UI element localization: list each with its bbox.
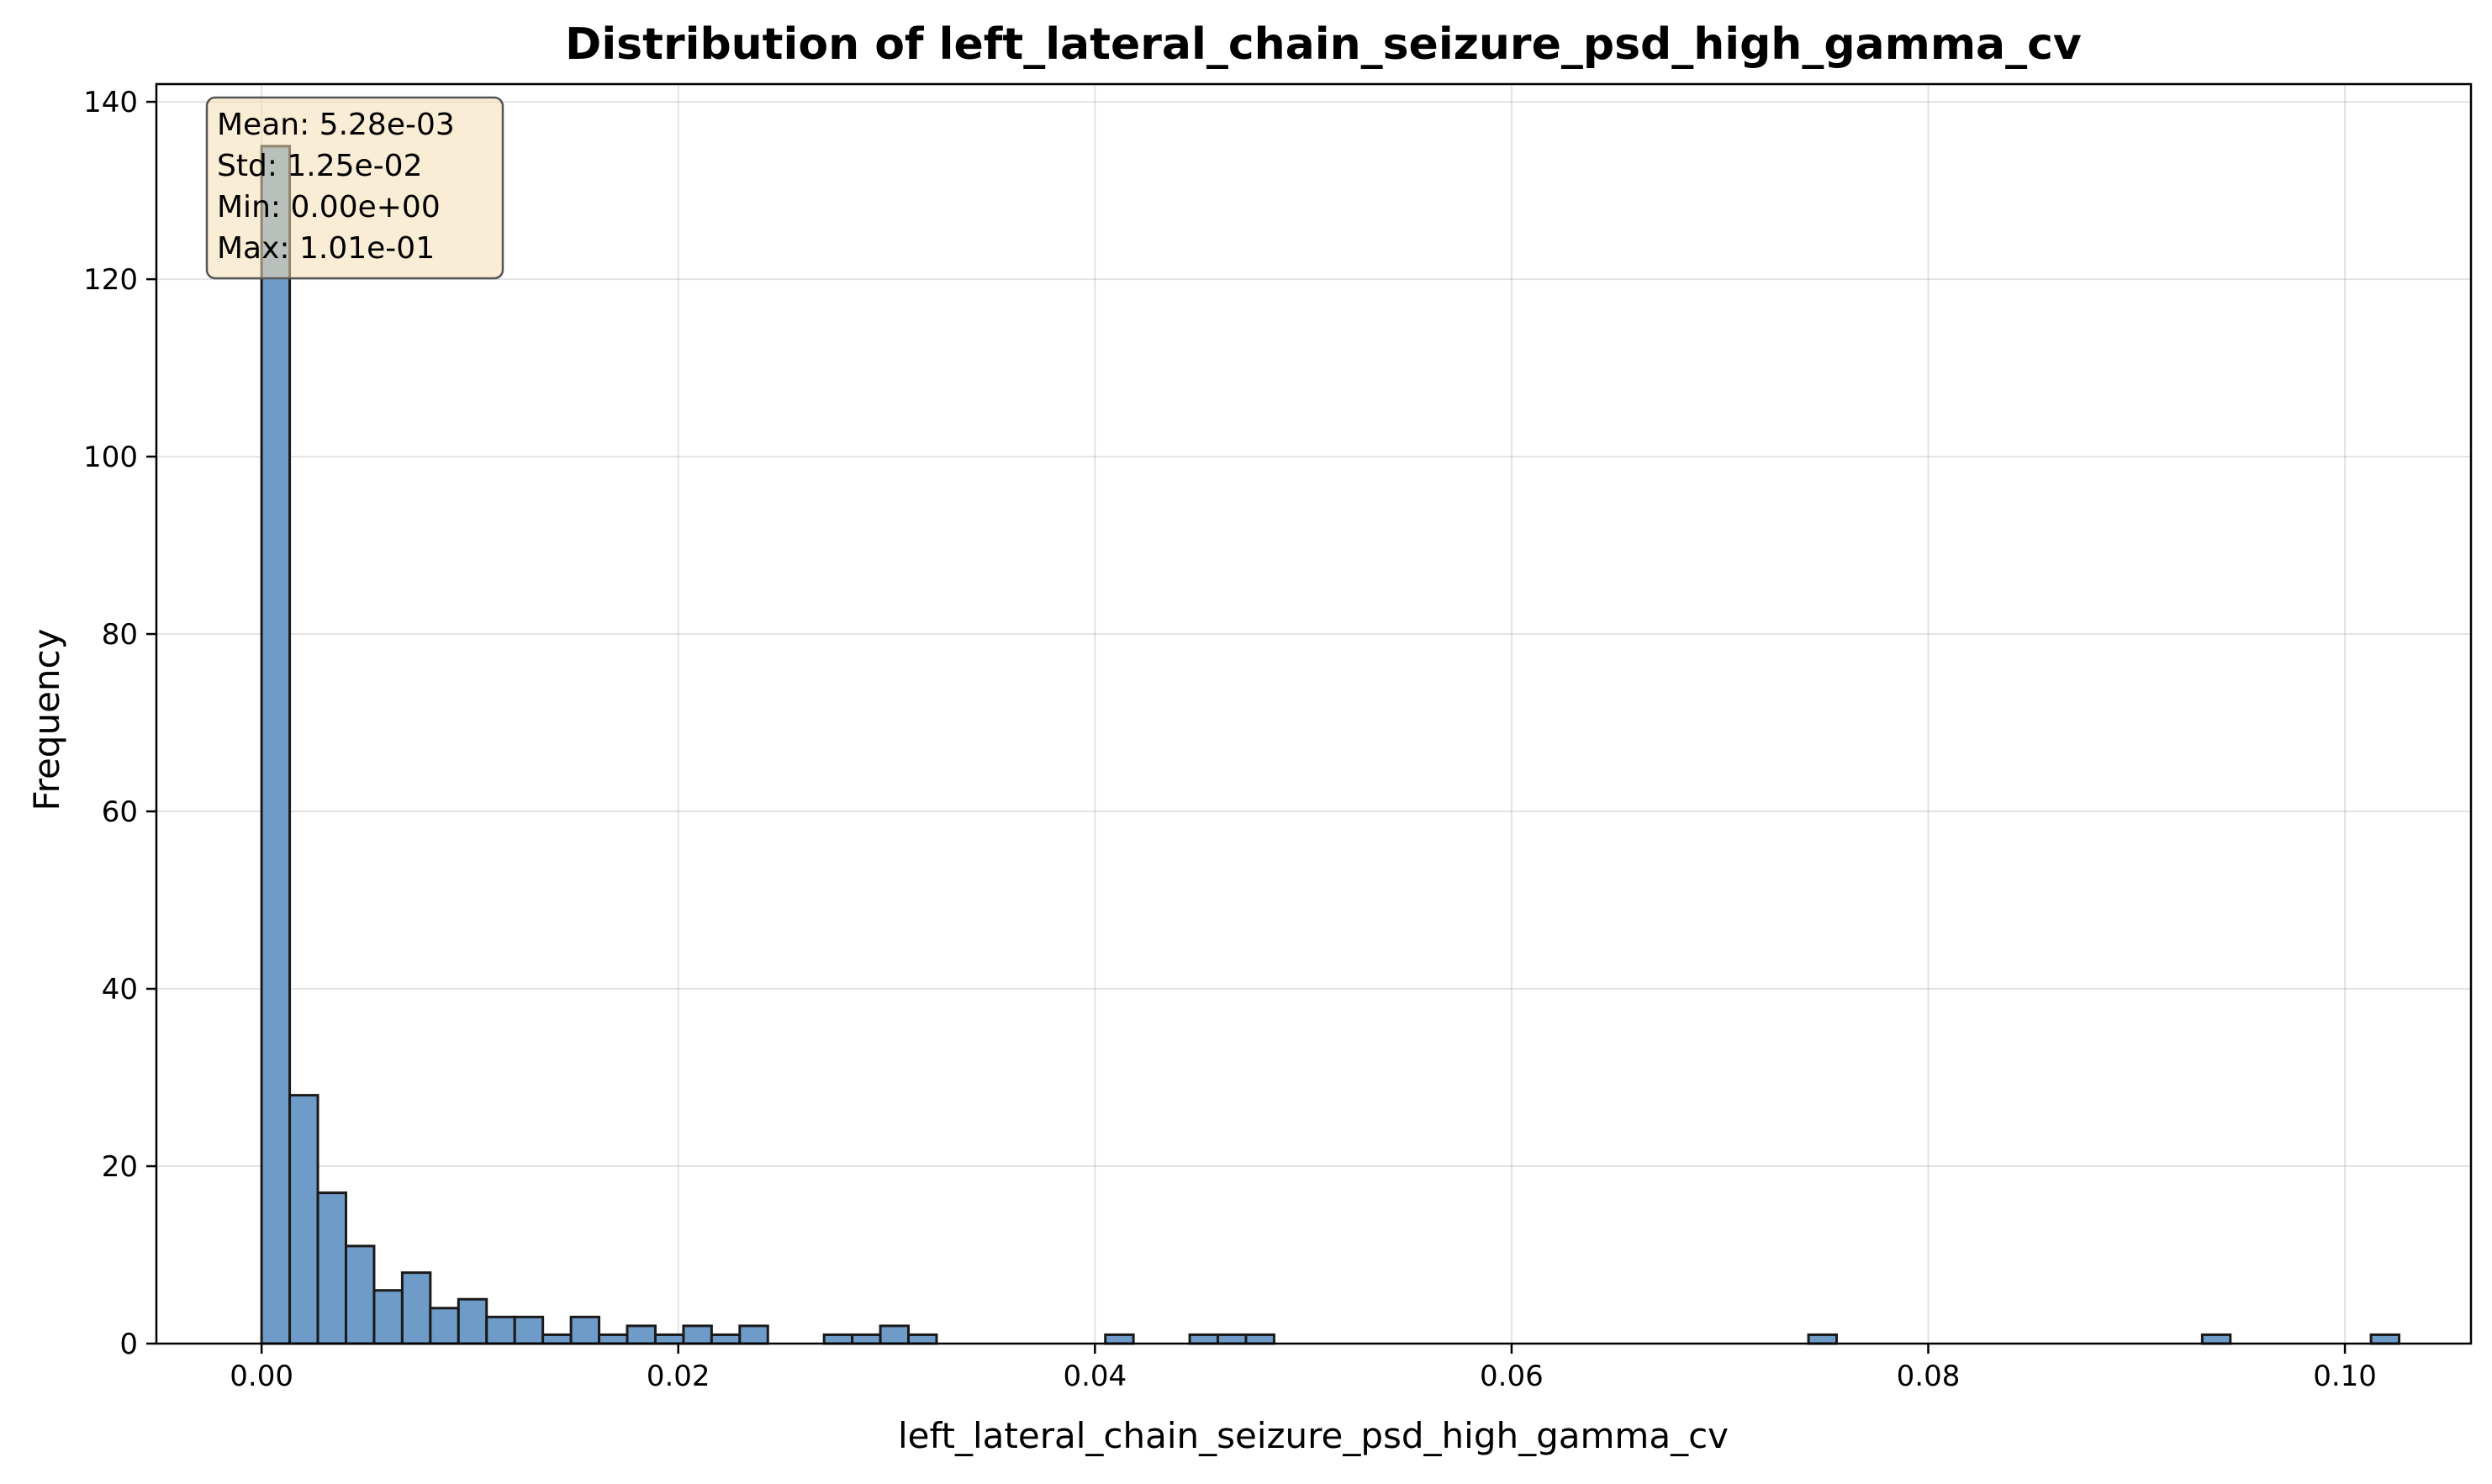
stats-box: Mean: 5.28e-03 Std: 1.25e-02 Min: 0.00e+00… — [205, 96, 504, 280]
y-tick-label: 20 — [102, 1150, 138, 1184]
histogram-bar — [457, 1297, 488, 1345]
stats-box-background — [205, 96, 504, 280]
histogram-bar — [260, 145, 292, 1345]
x-tick-label: 0.10 — [2313, 1360, 2377, 1393]
histogram-bar — [710, 1333, 742, 1345]
histogram-bar — [1104, 1333, 1135, 1345]
histogram-bar — [2369, 1333, 2401, 1345]
histogram-bar — [485, 1315, 516, 1345]
histogram-bar — [822, 1333, 854, 1345]
histogram-bar — [316, 1191, 347, 1345]
histogram-bar — [879, 1324, 911, 1345]
histogram-bar — [907, 1333, 938, 1345]
histogram-bar — [400, 1271, 432, 1345]
histogram-bar — [288, 1094, 319, 1345]
histogram-bar — [1188, 1333, 1220, 1345]
x-tick-label: 0.06 — [1480, 1360, 1544, 1393]
histogram-bar — [372, 1289, 404, 1345]
histogram-bar — [1244, 1333, 1275, 1345]
histogram-bar — [626, 1324, 657, 1345]
y-tick-label: 40 — [102, 973, 138, 1006]
chart-title: Distribution of left_lateral_chain_seizu… — [565, 19, 2082, 70]
histogram-bar — [2200, 1333, 2232, 1345]
histogram-bar — [344, 1244, 376, 1345]
stats-line: Min: 0.00e+00 — [217, 190, 441, 224]
stats-line: Std: 1.25e-02 — [217, 149, 423, 183]
y-axis-label: Frequency — [26, 629, 67, 811]
y-tick-label: 120 — [83, 263, 138, 297]
histogram-bar — [513, 1315, 545, 1345]
x-axis-label: left_lateral_chain_seizure_psd_high_gamm… — [898, 1415, 1729, 1456]
histogram-bar — [738, 1324, 769, 1345]
y-tick-label: 140 — [83, 86, 138, 119]
histogram-bar — [1217, 1333, 1248, 1345]
stats-line: Mean: 5.28e-03 — [217, 108, 455, 142]
histogram-bar — [598, 1333, 629, 1345]
histogram-bar — [682, 1324, 713, 1345]
y-tick-label: 0 — [119, 1328, 138, 1361]
histogram-bar — [429, 1307, 460, 1345]
x-tick-label: 0.04 — [1063, 1360, 1127, 1393]
x-axis-ticks: 0.00 0.02 0.04 0.06 0.08 0.10 — [230, 1344, 2377, 1393]
stats-line: Max: 1.01e-01 — [217, 231, 435, 266]
histogram-bar — [569, 1315, 601, 1345]
plot-frame — [155, 82, 2473, 1345]
x-tick-label: 0.08 — [1897, 1360, 1961, 1393]
x-tick-label: 0.02 — [647, 1360, 710, 1393]
grid-lines — [156, 84, 2471, 1344]
histogram-bars — [260, 145, 2401, 1345]
y-tick-label: 80 — [102, 618, 138, 652]
y-tick-label: 100 — [83, 441, 138, 474]
histogram-bar — [653, 1333, 685, 1345]
x-tick-label: 0.00 — [230, 1360, 293, 1393]
histogram-bar — [851, 1333, 882, 1345]
y-tick-label: 60 — [102, 795, 138, 829]
histogram-bar — [541, 1333, 573, 1345]
y-axis-ticks: 0 20 40 60 80 100 120 140 — [83, 86, 156, 1361]
histogram-bar — [1807, 1333, 1838, 1345]
